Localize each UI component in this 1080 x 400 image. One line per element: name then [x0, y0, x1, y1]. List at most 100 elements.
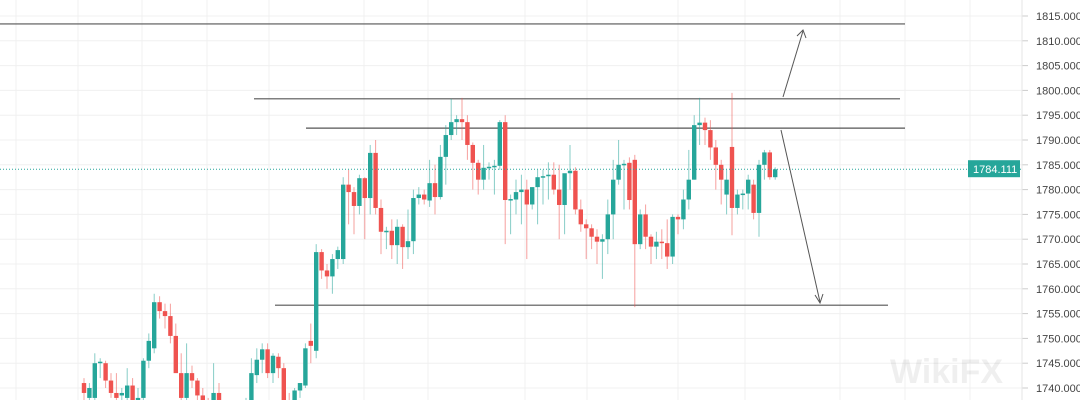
candle-body — [767, 152, 772, 178]
candle — [157, 296, 162, 319]
candle-body — [773, 169, 778, 178]
price-tick-label: 1775.000 — [1036, 209, 1080, 221]
candle — [314, 244, 319, 359]
candle — [292, 388, 297, 400]
candle-body — [314, 252, 319, 351]
candle — [697, 97, 702, 145]
candle — [135, 388, 141, 400]
candle — [735, 189, 740, 215]
candle — [249, 358, 254, 400]
candle-body — [519, 189, 524, 193]
candle-body — [432, 183, 438, 198]
candle — [567, 144, 573, 190]
candle-body — [584, 224, 589, 229]
candle-body — [465, 122, 470, 145]
candle — [638, 209, 643, 250]
candle-body — [335, 250, 340, 260]
candle-body — [173, 335, 178, 374]
candle — [605, 199, 610, 255]
candle — [719, 159, 724, 205]
candle — [195, 378, 200, 400]
price-tick-label: 1760.000 — [1036, 284, 1080, 296]
candle-body — [578, 209, 583, 225]
candle — [400, 224, 405, 269]
candle-body — [648, 236, 654, 247]
price-axis[interactable]: 1815.000 1810.000 1805.000 1800.000 1795.000… — [1021, 0, 1080, 400]
candle — [389, 219, 394, 260]
price-tick-label: 1805.000 — [1036, 61, 1080, 73]
candle — [702, 117, 708, 145]
candle — [173, 323, 178, 374]
candle — [503, 115, 508, 245]
candle — [281, 363, 286, 400]
candle-body — [762, 152, 767, 165]
candle — [594, 229, 600, 264]
candle-body — [378, 207, 384, 232]
candle — [557, 164, 562, 240]
candle-body — [405, 241, 411, 248]
candle-body — [729, 146, 735, 208]
candle — [492, 159, 497, 195]
candle — [648, 234, 654, 264]
candles — [81, 92, 778, 400]
candle-body — [459, 119, 465, 123]
candle-body — [98, 361, 103, 364]
candle-body — [675, 216, 681, 220]
candle — [573, 167, 578, 215]
candle — [513, 179, 519, 215]
candle-body — [422, 194, 427, 200]
candle — [146, 333, 151, 369]
candle — [362, 177, 367, 240]
candle-body — [713, 147, 718, 165]
price-tick-label: 1765.000 — [1036, 259, 1080, 271]
candle-body — [751, 184, 756, 213]
horizontal-levels — [0, 23, 905, 306]
candle-body — [665, 243, 670, 257]
candle-body — [141, 360, 146, 398]
candle — [81, 378, 87, 400]
candle-body — [265, 349, 270, 374]
candle-body — [416, 194, 421, 199]
candle-body — [557, 189, 562, 205]
candle — [319, 249, 324, 279]
candle-body — [351, 192, 357, 206]
candle — [405, 209, 411, 260]
candle-body — [508, 199, 513, 201]
candle — [357, 174, 362, 215]
candle — [519, 174, 524, 225]
candle — [92, 353, 97, 400]
candle — [686, 149, 691, 210]
candle — [665, 219, 670, 269]
candle — [584, 219, 589, 260]
candle — [184, 343, 189, 400]
candle — [168, 303, 173, 344]
candle-body — [92, 363, 97, 398]
candle — [459, 97, 465, 140]
candle — [216, 383, 222, 400]
candle — [486, 162, 492, 180]
candle — [611, 159, 616, 240]
candle — [767, 149, 772, 180]
candle-body — [438, 156, 443, 198]
price-tick-label: 1790.000 — [1036, 135, 1080, 147]
candle-body — [697, 122, 702, 126]
candle — [265, 343, 270, 379]
candle-body — [162, 311, 168, 317]
candle-body — [319, 252, 324, 271]
candle-body — [492, 165, 497, 168]
candle-body — [292, 390, 297, 400]
candle — [270, 353, 276, 384]
candle — [465, 115, 470, 160]
candle-body — [724, 179, 729, 195]
candle-body — [103, 363, 108, 381]
candle-body — [87, 388, 92, 398]
candle-body — [108, 380, 114, 393]
candle-body — [184, 373, 189, 398]
price-tick-label: 1755.000 — [1036, 309, 1080, 321]
candle-body — [341, 184, 346, 260]
candle-body — [594, 236, 600, 242]
candle — [351, 187, 357, 235]
candle — [756, 159, 762, 237]
candle — [627, 157, 632, 210]
